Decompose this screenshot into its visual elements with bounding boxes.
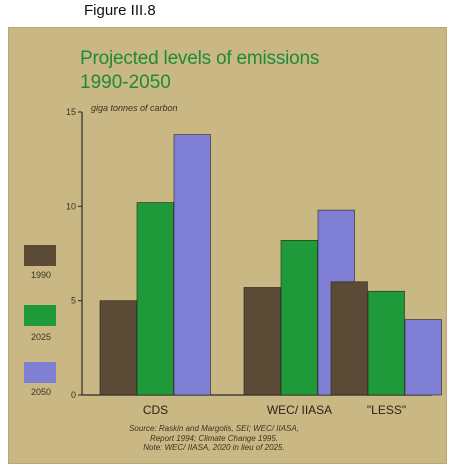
legend-swatch-2025: [24, 305, 56, 326]
legend-swatch-1990: [24, 245, 56, 266]
source-note: Source: Raskin and Margolis, SEI; WEC/ I…: [84, 424, 344, 453]
legend-swatch-2050: [24, 362, 56, 383]
chart-subtitle: 1990-2050: [80, 72, 171, 93]
source-line: Report 1994; Climate Change 1995.: [149, 433, 279, 443]
y-tick-label: 0: [71, 390, 76, 400]
source-line: Note: WEC/ IIASA, 2020 in lieu of 2025.: [143, 443, 285, 452]
x-tick-label: "LESS": [367, 403, 406, 417]
x-tick-label: WEC/ IIASA: [267, 403, 332, 417]
chart-title: Projected levels of emissions: [80, 48, 320, 69]
source-line: Source: Raskin and Margolis, SEI; WEC/ I…: [129, 424, 299, 433]
figure-label: Figure III.8: [84, 2, 156, 19]
legend-label-1990: 1990: [31, 270, 52, 280]
bar-1990: [99, 300, 137, 396]
bar-1990: [330, 281, 368, 396]
legend-label-2025: 2025: [31, 332, 52, 342]
y-tick-label: 15: [66, 107, 76, 117]
y-tick-label: 10: [66, 201, 76, 211]
x-tick-label: CDS: [143, 403, 168, 417]
bar-2050: [404, 319, 442, 396]
bar-2025: [367, 290, 405, 396]
bar-2050: [173, 134, 211, 396]
legend-label-2050: 2050: [31, 387, 52, 397]
bar-2025: [136, 202, 174, 396]
y-axis-unit-label: giga tonnes of carbon: [91, 103, 178, 113]
bar-2025: [280, 239, 318, 396]
bar-1990: [243, 287, 281, 396]
y-tick-label: 5: [71, 296, 76, 306]
